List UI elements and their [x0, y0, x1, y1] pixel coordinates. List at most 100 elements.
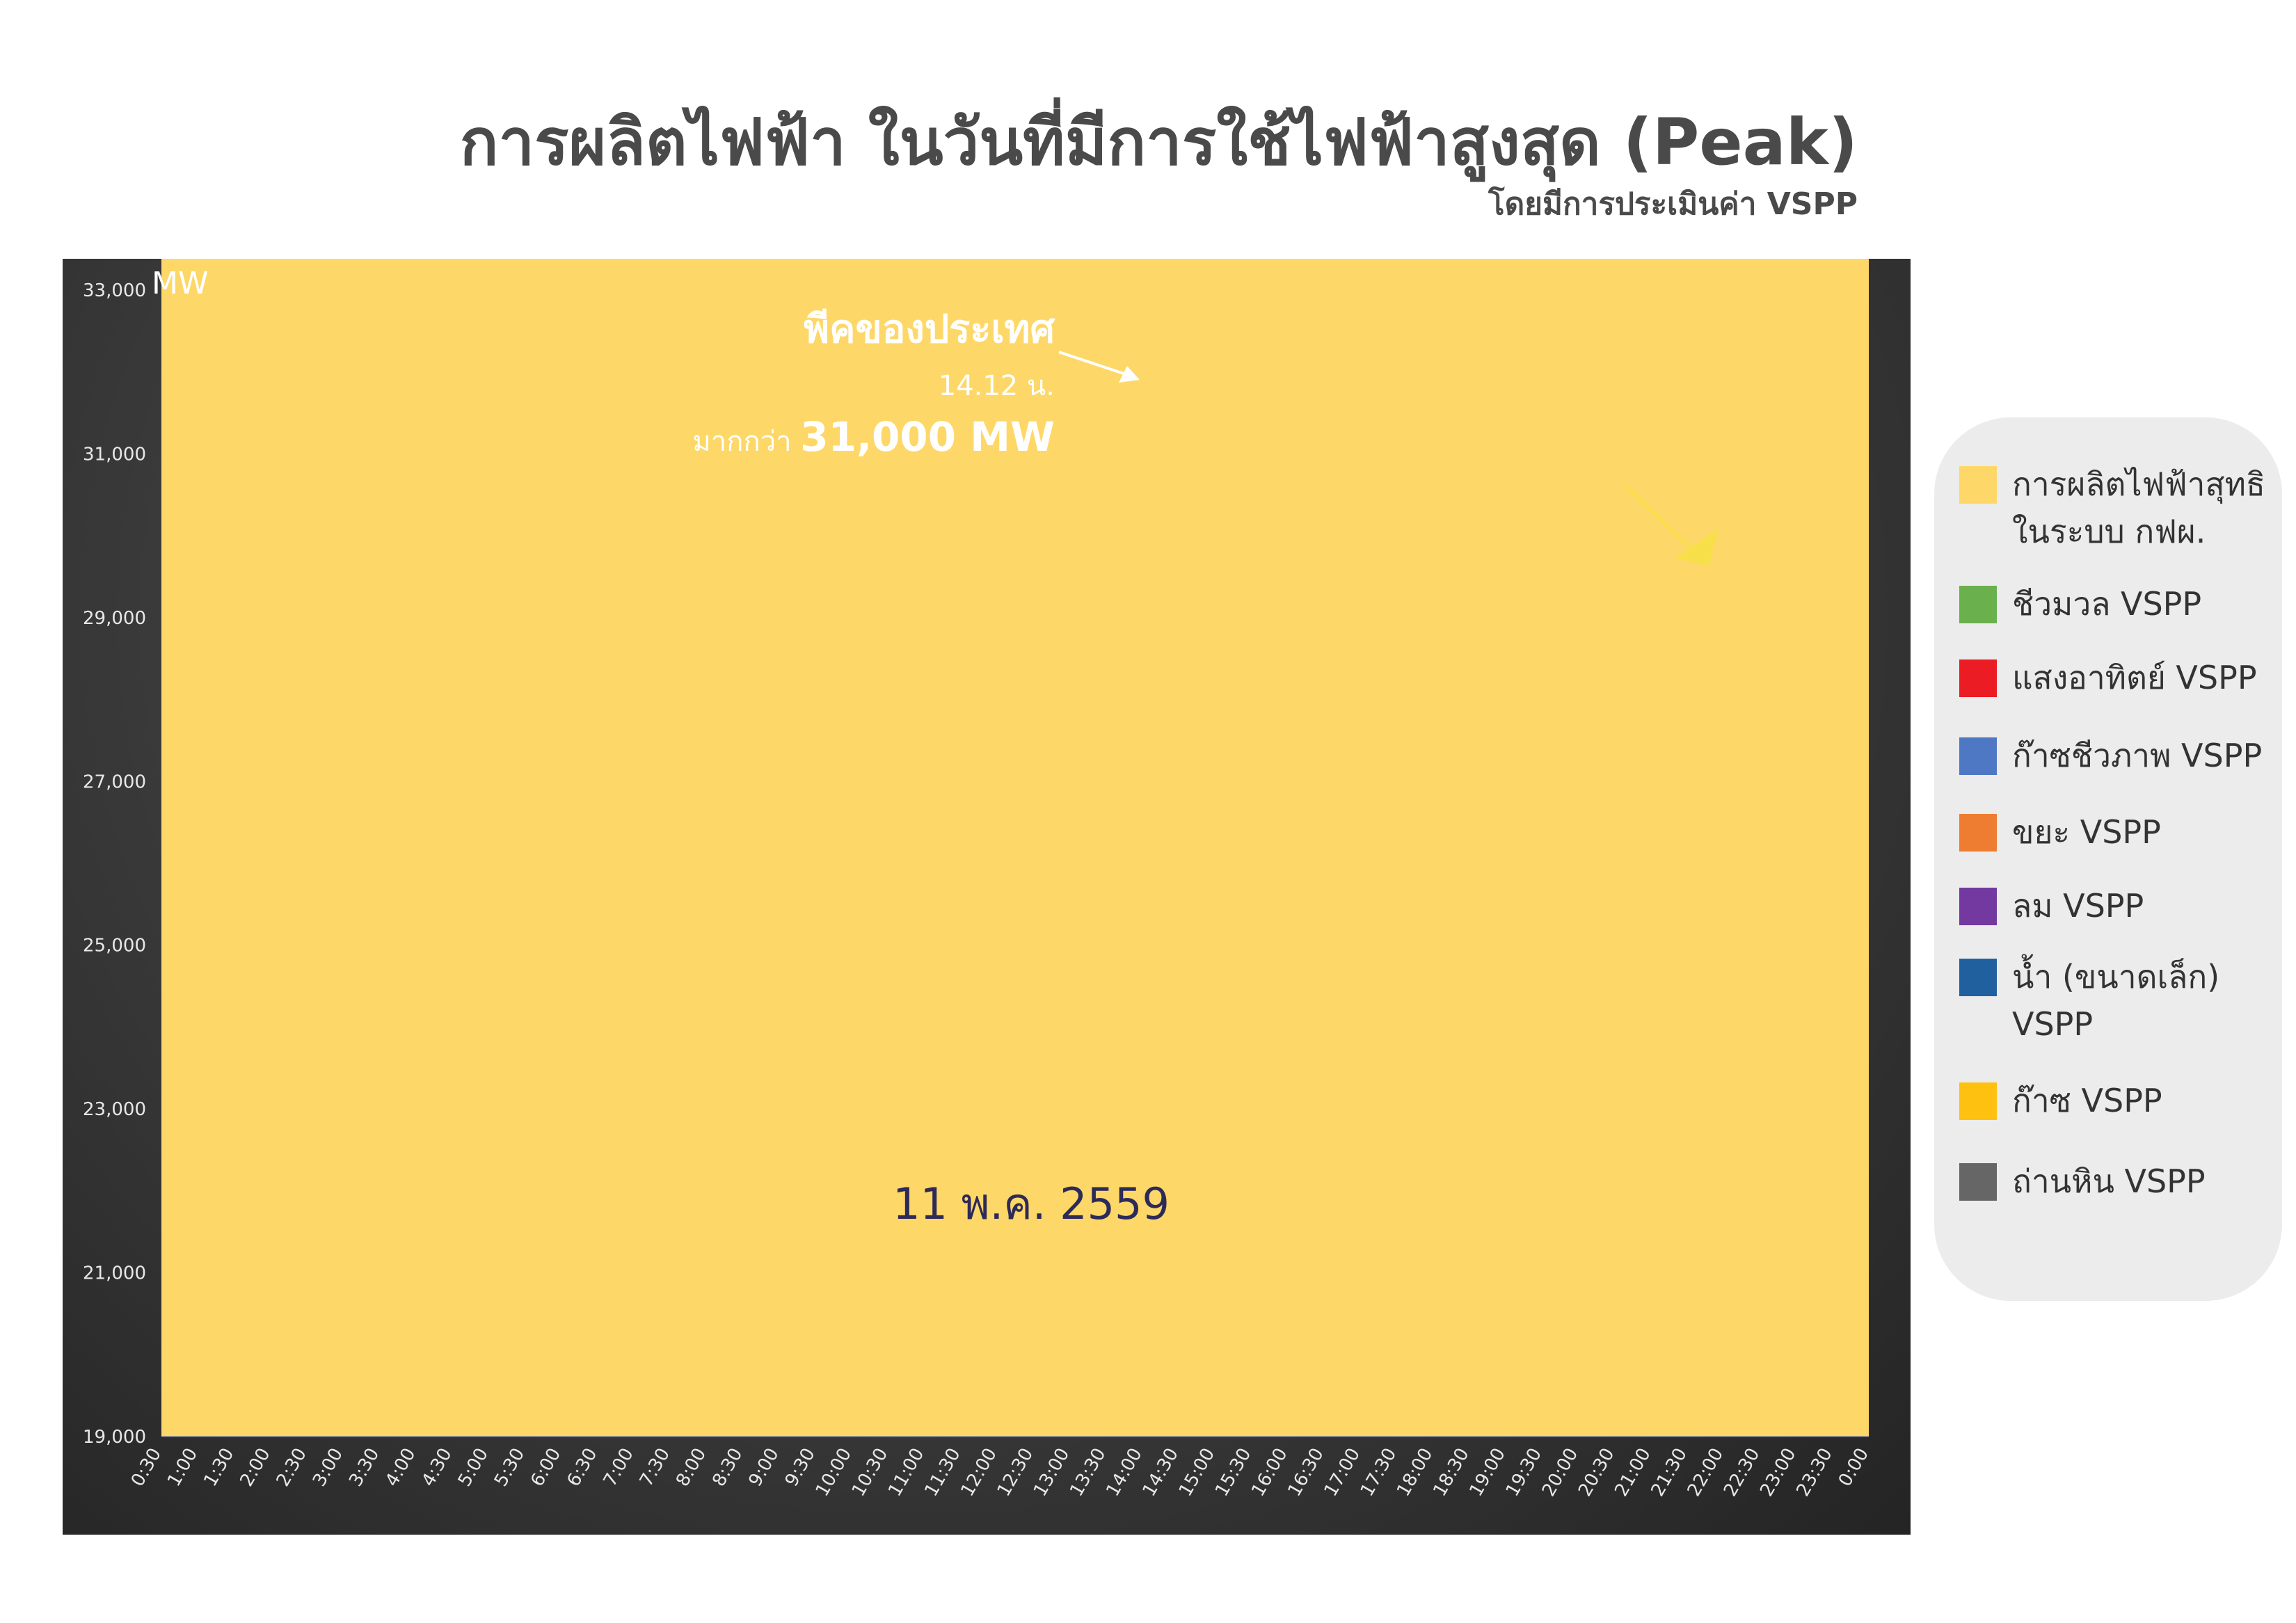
country-peak-title: พีคของประเทศ — [804, 307, 1055, 352]
x-tick-label: 5:30 — [491, 1445, 529, 1491]
legend-item: ก๊าซชีวภาพ VSPP — [1959, 732, 2283, 779]
y-unit-label: MW — [152, 266, 208, 301]
x-tick-label: 15:30 — [1211, 1445, 1255, 1501]
x-tick-label: 16:30 — [1284, 1445, 1328, 1501]
y-tick-label: 19,000 — [83, 1427, 146, 1448]
x-tick-label: 5:00 — [454, 1445, 493, 1491]
legend-swatch — [1959, 1082, 1997, 1120]
legend-label: ชีวมวล VSPP — [2012, 585, 2202, 623]
legend-swatch — [1959, 814, 1997, 852]
legend-swatch — [1959, 1163, 1997, 1201]
x-tick-label: 14:30 — [1139, 1445, 1183, 1501]
x-tick-label: 1:30 — [200, 1445, 238, 1491]
legend-swatch — [1959, 888, 1997, 925]
legend-item: ถ่านหิน VSPP — [1959, 1158, 2283, 1205]
country-peak-arrowhead — [1119, 366, 1140, 383]
x-tick-label: 3:30 — [345, 1445, 383, 1491]
x-tick-label: 23:00 — [1756, 1445, 1800, 1501]
x-tick-label: 2:00 — [237, 1445, 275, 1491]
x-tick-label: 4:00 — [381, 1445, 420, 1491]
x-tick-label: 16:00 — [1247, 1445, 1291, 1501]
egat-peak-annotation: พีคของระบบ กฟผ. 22.28 น. 29,618.8 MW — [1407, 324, 1725, 566]
country-peak-arrow-line — [1058, 351, 1126, 376]
country-peak-time: 14.12 น. — [939, 370, 1055, 402]
x-tick-label: 0:00 — [1835, 1445, 1873, 1491]
x-tick-label: 15:00 — [1175, 1445, 1219, 1501]
legend-swatch — [1959, 959, 1997, 996]
y-tick-label: 21,000 — [83, 1263, 146, 1284]
country-peak-value: 31,000 MW — [800, 413, 1055, 461]
legend-label: ลม VSPP — [2012, 887, 2144, 925]
x-tick-label: 13:00 — [1030, 1445, 1074, 1501]
x-tick-label: 18:00 — [1393, 1445, 1437, 1501]
legend-label: การผลิตไฟฟ้าสุทธิในระบบ กฟผ. — [2012, 465, 2265, 550]
x-tick-label: 2:30 — [273, 1445, 311, 1491]
x-tick-label: 7:00 — [600, 1445, 638, 1491]
legend-swatch — [1959, 586, 1997, 623]
x-tick-label: 7:30 — [636, 1445, 674, 1491]
x-tick-label: 3:00 — [309, 1445, 347, 1491]
page-title: การผลิตไฟฟ้า ในวันที่มีการใช้ไฟฟ้าสูงสุด… — [459, 105, 1858, 179]
legend-label: ก๊าซ VSPP — [2012, 1082, 2162, 1119]
stacked-area-chart: 19,000 21,000 23,000 25,000 27,000 29,000 31,0… — [83, 259, 1873, 1501]
x-tick-label: 9:00 — [745, 1445, 783, 1491]
y-tick-label: 31,000 — [83, 444, 146, 465]
legend-item: ขยะ VSPP — [1959, 808, 2283, 856]
x-tick-label: 12:00 — [957, 1445, 1001, 1501]
x-tick-label: 4:30 — [418, 1445, 456, 1491]
legend-item: ก๊าซ VSPP — [1959, 1077, 2283, 1124]
x-tick-label: 22:30 — [1720, 1445, 1764, 1501]
egat-peak-value: 29,618.8 MW — [1407, 423, 1725, 474]
legend-label: ก๊าซชีวภาพ VSPP — [2012, 737, 2263, 774]
legend-swatch — [1959, 659, 1997, 697]
x-tick-label: 11:00 — [884, 1445, 928, 1501]
page-subtitle: โดยมีการประเมินค่า VSPP — [1488, 186, 1858, 222]
legend-swatch — [1959, 737, 1997, 775]
x-tick-label: 10:00 — [812, 1445, 856, 1501]
country-peak-prefix: มากกว่า — [692, 426, 800, 458]
x-tick-label: 23:30 — [1792, 1445, 1836, 1501]
legend: การผลิตไฟฟ้าสุทธิในระบบ กฟผ. ชีวมวล VSPP แ… — [1934, 417, 2282, 1301]
legend-label: แสงอาทิตย์ VSPP — [2012, 659, 2257, 696]
x-tick-label: 8:30 — [708, 1445, 747, 1491]
egat-peak-arrow-line — [1624, 484, 1693, 551]
x-tick-label: 9:30 — [781, 1445, 820, 1491]
area-series-1 — [161, 259, 1869, 1436]
x-tick-label: 6:00 — [527, 1445, 565, 1491]
y-tick-label: 27,000 — [83, 771, 146, 792]
x-tick-label: 17:00 — [1321, 1445, 1364, 1501]
y-axis-ticks: 19,000 21,000 23,000 25,000 27,000 29,000 31,0… — [83, 280, 146, 1448]
legend-swatch — [1959, 466, 1997, 504]
area-series — [161, 259, 1869, 1436]
x-tick-label: 21:00 — [1611, 1445, 1655, 1501]
x-tick-label: 14:00 — [1102, 1445, 1146, 1501]
legend-item: การผลิตไฟฟ้าสุทธิในระบบ กฟผ. — [1959, 461, 2283, 555]
legend-label: น้ำ (ขนาดเล็ก) VSPP — [2012, 958, 2220, 1043]
x-tick-label: 17:30 — [1357, 1445, 1401, 1501]
x-tick-label: 20:00 — [1538, 1445, 1582, 1501]
country-peak-amount: มากกว่า 31,000 MW — [692, 413, 1055, 461]
y-tick-label: 25,000 — [83, 936, 146, 957]
legend-label: ขยะ VSPP — [2012, 813, 2161, 851]
x-tick-label: 8:00 — [672, 1445, 710, 1491]
chart-panel: 19,000 21,000 23,000 25,000 27,000 29,000 31,0… — [63, 259, 1911, 1535]
x-tick-label: 19:00 — [1465, 1445, 1509, 1501]
x-tick-label: 19:30 — [1502, 1445, 1546, 1501]
y-tick-label: 29,000 — [83, 608, 146, 629]
legend-item: แสงอาทิตย์ VSPP — [1959, 654, 2283, 701]
x-tick-label: 11:30 — [920, 1445, 964, 1501]
date-label: 11 พ.ค. 2559 — [893, 1178, 1170, 1229]
egat-peak-arrowhead — [1675, 529, 1719, 566]
legend-item: ลม VSPP — [1959, 882, 2283, 929]
x-tick-label: 10:30 — [848, 1445, 892, 1501]
country-peak-annotation: พีคของประเทศ 14.12 น. มากกว่า 31,000 MW — [692, 307, 1140, 461]
x-axis-ticks: 0:301:001:302:002:303:003:304:004:305:00… — [127, 1445, 1873, 1501]
x-tick-label: 22:00 — [1684, 1445, 1728, 1501]
x-tick-label: 18:30 — [1429, 1445, 1473, 1501]
x-tick-label: 20:30 — [1574, 1445, 1618, 1501]
y-tick-label: 33,000 — [83, 280, 146, 301]
legend-item: น้ำ (ขนาดเล็ก) VSPP — [1959, 953, 2283, 1048]
legend-label: ถ่านหิน VSPP — [2012, 1162, 2206, 1200]
y-tick-label: 23,000 — [83, 1099, 146, 1120]
x-tick-label: 21:30 — [1648, 1445, 1691, 1501]
